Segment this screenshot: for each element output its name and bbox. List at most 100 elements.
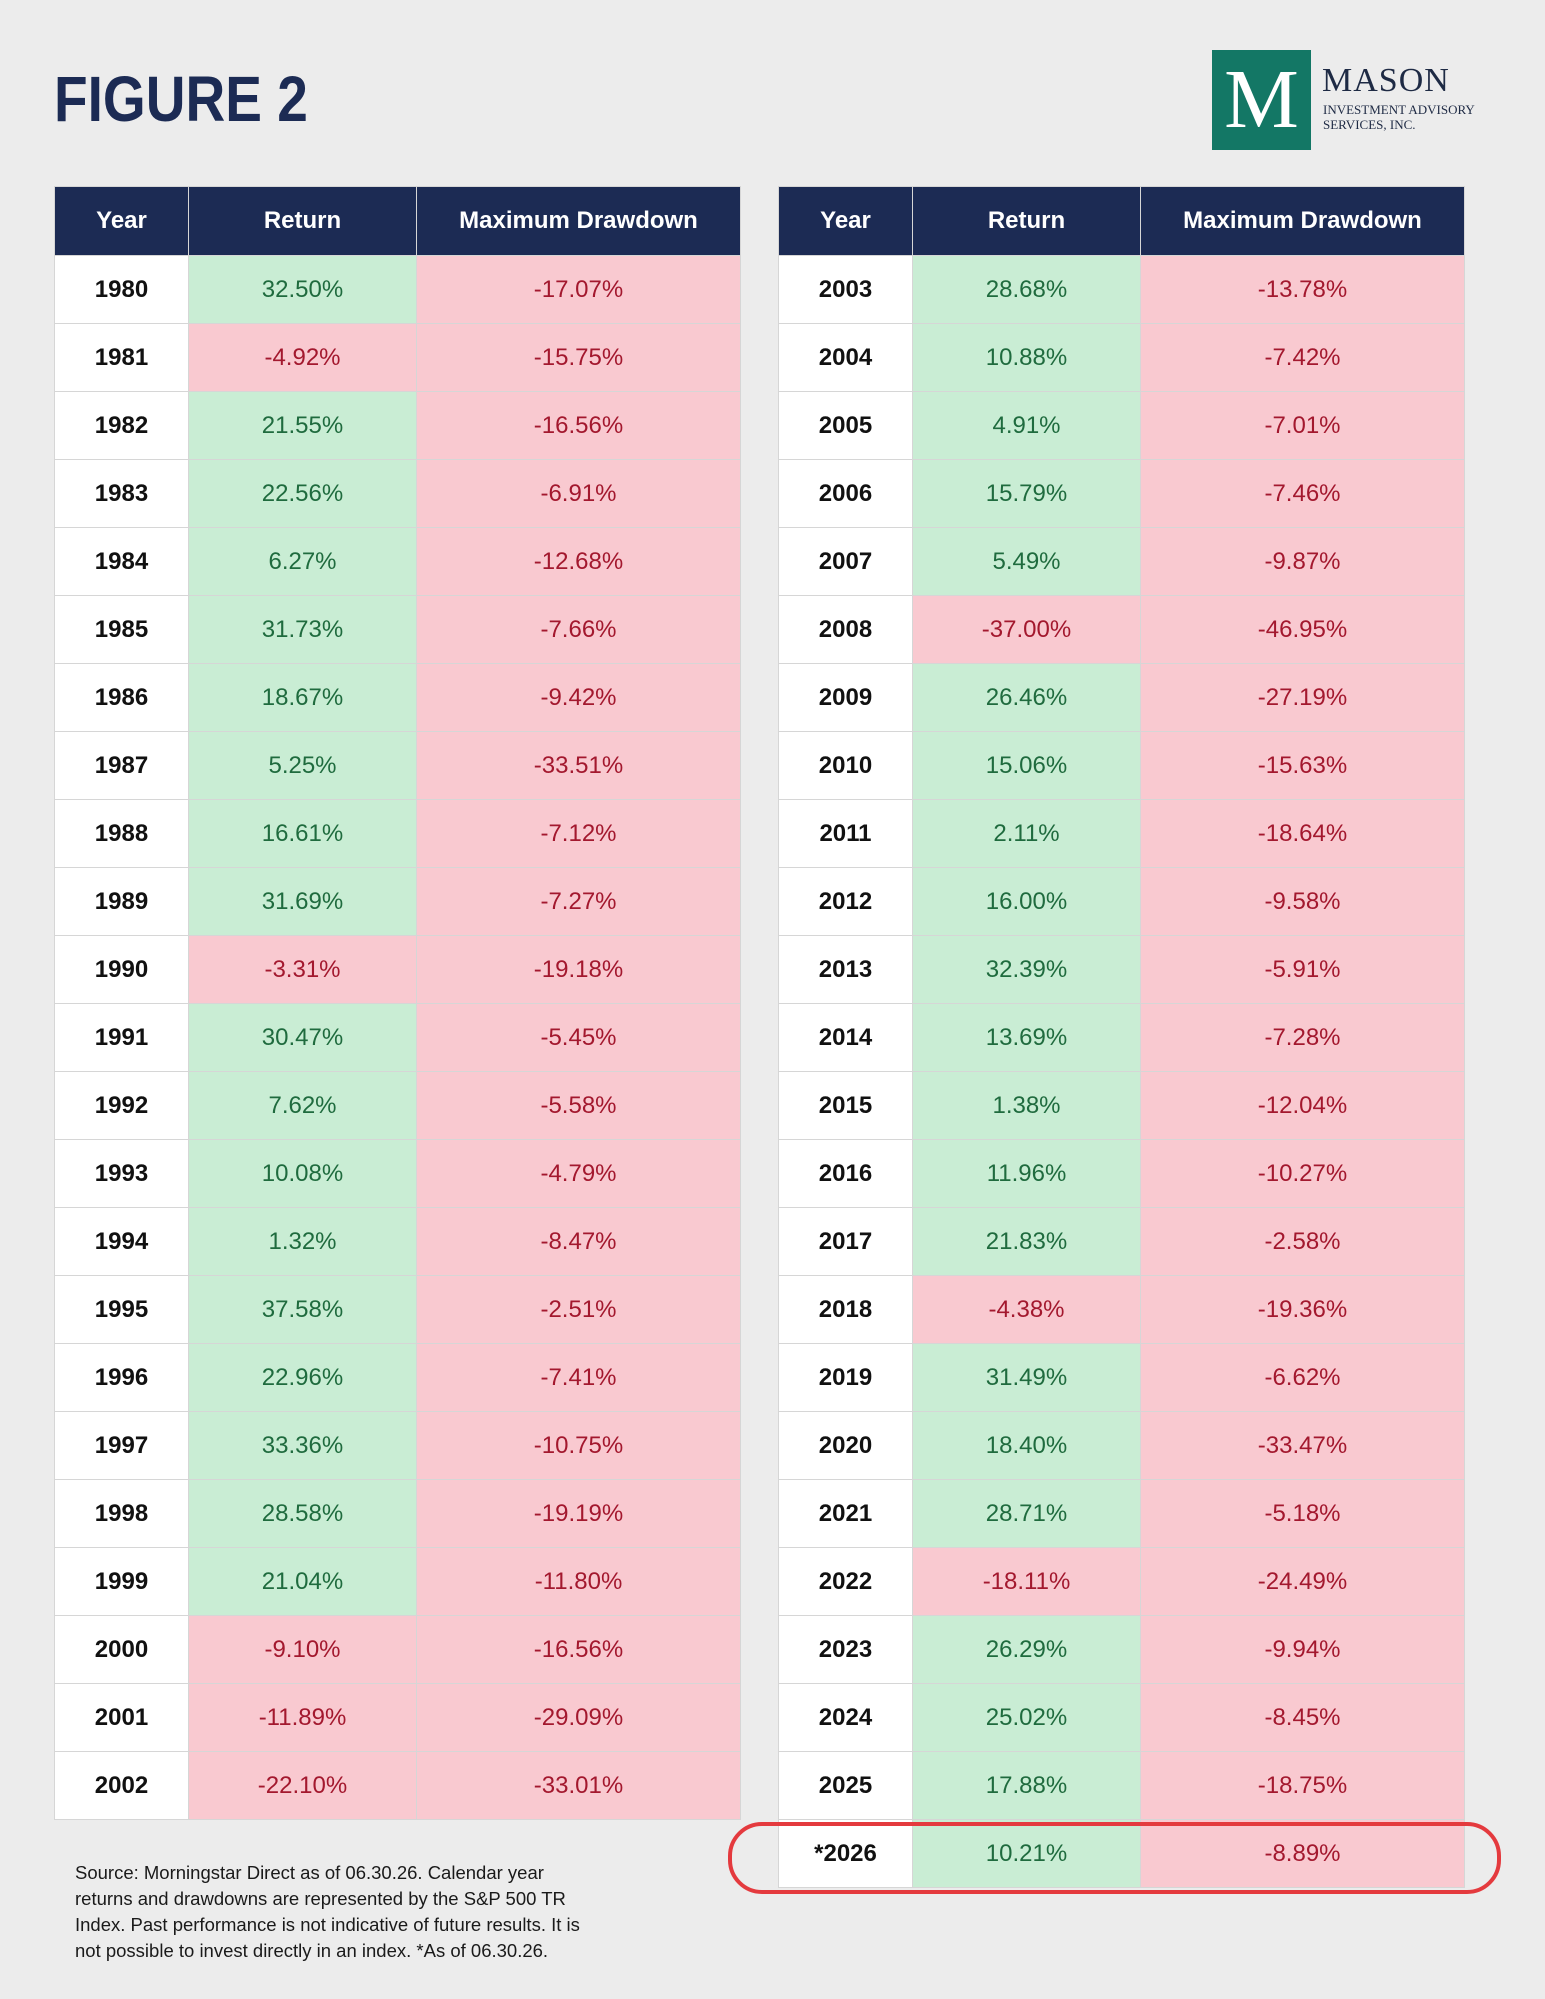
return-cell: 16.00% [912,867,1141,936]
table-row: 2001 -11.89% -29.09% [54,1683,741,1752]
table-row: 2020 18.40% -33.47% [778,1411,1465,1480]
year-cell: 2000 [54,1615,189,1684]
logo-subtitle: INVESTMENT ADVISORY SERVICES, INC. [1323,102,1475,132]
table-row: 2021 28.71% -5.18% [778,1479,1465,1548]
return-cell: 18.67% [188,663,417,732]
table-row: 2013 32.39% -5.91% [778,935,1465,1004]
table-row: 2000 -9.10% -16.56% [54,1615,741,1684]
table-row: 1985 31.73% -7.66% [54,595,741,664]
return-cell: -11.89% [188,1683,417,1752]
drawdown-cell: -15.63% [1140,731,1465,800]
year-cell: 1986 [54,663,189,732]
footnote-line: not possible to invest directly in an in… [75,1940,549,1961]
year-cell: 2008 [778,595,913,664]
returns-table-right: Year Return Maximum Drawdown 2003 28.68% -… [778,186,1465,1888]
drawdown-cell: -2.51% [416,1275,741,1344]
return-cell: 28.58% [188,1479,417,1548]
table-row: 1990 -3.31% -19.18% [54,935,741,1004]
return-cell: 10.08% [188,1139,417,1208]
return-cell: 26.29% [912,1615,1141,1684]
drawdown-cell: -9.94% [1140,1615,1465,1684]
table-header-row: Year Return Maximum Drawdown [54,186,741,256]
column-header-return: Return [912,186,1141,256]
year-cell: 1984 [54,527,189,596]
highlight-circle-2026 [728,1822,1501,1894]
year-cell: 1993 [54,1139,189,1208]
table-row: 2022 -18.11% -24.49% [778,1547,1465,1616]
year-cell: 2006 [778,459,913,528]
table-row: 1997 33.36% -10.75% [54,1411,741,1480]
drawdown-cell: -2.58% [1140,1207,1465,1276]
drawdown-cell: -12.68% [416,527,741,596]
year-cell: 1989 [54,867,189,936]
table-row: 2009 26.46% -27.19% [778,663,1465,732]
table-row: 2016 11.96% -10.27% [778,1139,1465,1208]
return-cell: 1.38% [912,1071,1141,1140]
year-cell: 2019 [778,1343,913,1412]
logo-subtitle-line: INVESTMENT ADVISORY [1323,102,1475,117]
drawdown-cell: -24.49% [1140,1547,1465,1616]
year-cell: 1991 [54,1003,189,1072]
return-cell: 17.88% [912,1751,1141,1820]
table-header-row: Year Return Maximum Drawdown [778,186,1465,256]
year-cell: 2005 [778,391,913,460]
year-cell: 1994 [54,1207,189,1276]
year-cell: 1981 [54,323,189,392]
year-cell: 2015 [778,1071,913,1140]
column-header-drawdown: Maximum Drawdown [1140,186,1465,256]
year-cell: 2002 [54,1751,189,1820]
drawdown-cell: -19.36% [1140,1275,1465,1344]
return-cell: 2.11% [912,799,1141,868]
year-cell: 1995 [54,1275,189,1344]
return-cell: 10.88% [912,323,1141,392]
drawdown-cell: -18.64% [1140,799,1465,868]
year-cell: 2014 [778,1003,913,1072]
return-cell: 21.83% [912,1207,1141,1276]
table-row: 2019 31.49% -6.62% [778,1343,1465,1412]
year-cell: 2004 [778,323,913,392]
return-cell: 15.79% [912,459,1141,528]
return-cell: 18.40% [912,1411,1141,1480]
drawdown-cell: -4.79% [416,1139,741,1208]
table-row: 2014 13.69% -7.28% [778,1003,1465,1072]
table-row: 2012 16.00% -9.58% [778,867,1465,936]
drawdown-cell: -15.75% [416,323,741,392]
table-row: 2015 1.38% -12.04% [778,1071,1465,1140]
year-cell: 2010 [778,731,913,800]
year-cell: 1998 [54,1479,189,1548]
return-cell: 1.32% [188,1207,417,1276]
return-cell: 5.49% [912,527,1141,596]
drawdown-cell: -16.56% [416,1615,741,1684]
return-cell: 22.96% [188,1343,417,1412]
table-row: 1987 5.25% -33.51% [54,731,741,800]
drawdown-cell: -7.27% [416,867,741,936]
drawdown-cell: -33.51% [416,731,741,800]
table-row: 1981 -4.92% -15.75% [54,323,741,392]
year-cell: *2026 [778,1819,913,1888]
year-cell: 2024 [778,1683,913,1752]
year-cell: 1987 [54,731,189,800]
return-cell: 32.50% [188,255,417,324]
table-row: 1992 7.62% -5.58% [54,1071,741,1140]
year-cell: 2021 [778,1479,913,1548]
year-cell: 2013 [778,935,913,1004]
table-row: *2026 10.21% -8.89% [778,1819,1465,1888]
return-cell: 6.27% [188,527,417,596]
year-cell: 1982 [54,391,189,460]
year-cell: 1992 [54,1071,189,1140]
table-row: 2011 2.11% -18.64% [778,799,1465,868]
table-row: 2003 28.68% -13.78% [778,255,1465,324]
table-row: 2023 26.29% -9.94% [778,1615,1465,1684]
return-cell: 28.68% [912,255,1141,324]
table-row: 2004 10.88% -7.42% [778,323,1465,392]
column-header-year: Year [54,186,189,256]
drawdown-cell: -46.95% [1140,595,1465,664]
table-row: 1988 16.61% -7.12% [54,799,741,868]
drawdown-cell: -29.09% [416,1683,741,1752]
returns-table-left: Year Return Maximum Drawdown 1980 32.50% -… [54,186,741,1820]
return-cell: -4.92% [188,323,417,392]
year-cell: 2001 [54,1683,189,1752]
year-cell: 2009 [778,663,913,732]
return-cell: 28.71% [912,1479,1141,1548]
return-cell: 37.58% [188,1275,417,1344]
